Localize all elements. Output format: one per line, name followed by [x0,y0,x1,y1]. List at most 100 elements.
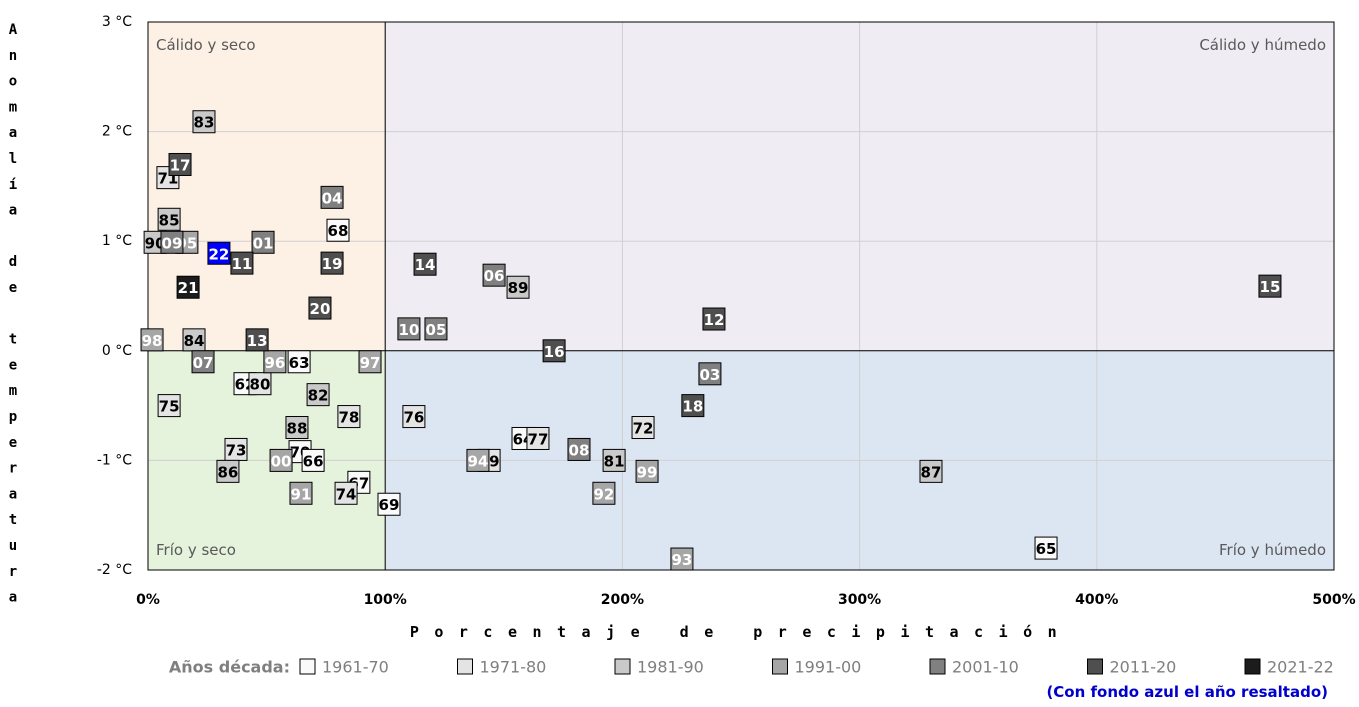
point [140,328,164,352]
y-tick-label: 1 °C [102,233,132,249]
point [251,230,275,254]
plot-frame [147,21,1335,571]
point [635,459,659,483]
point-label: 78 [338,409,359,427]
point [482,263,506,287]
legend-label: 2011-20 [1110,658,1177,677]
point [337,405,361,429]
point-label: 65 [1036,540,1057,558]
y-tick-label: 2 °C [102,124,132,140]
point-label: 22 [208,245,229,263]
point-label: 94 [468,452,489,470]
point [919,459,943,483]
quadrant-label: Cálido y húmedo [1199,36,1326,54]
point [157,207,181,231]
point [248,372,272,396]
legend-swatch [614,658,631,675]
point-label: 81 [604,452,625,470]
point-label: 96 [264,354,285,372]
point [245,328,269,352]
point-label: 99 [637,463,658,481]
x-tick-label: 400% [1075,592,1118,608]
point-label: 01 [253,234,274,252]
quadrant-label: Frío y húmedo [1219,541,1326,559]
point-label: 68 [328,222,349,240]
point-label: 89 [508,279,529,297]
point [216,459,240,483]
y-axis-label: Anomalía de temperatura [5,22,21,616]
point [168,152,192,176]
point-label: 69 [379,496,400,514]
point [320,185,344,209]
point-label: 06 [484,267,505,285]
point-label: 73 [226,441,247,459]
point-label: 20 [310,300,331,318]
legend-label: 2021-22 [1267,658,1334,677]
point [320,251,344,275]
point-label: 15 [1260,278,1281,296]
x-tick-label: 0% [136,592,160,608]
point [681,394,705,418]
point [160,230,184,254]
point [602,448,626,472]
point-label: 92 [593,485,614,503]
point [466,448,490,472]
point [506,275,530,299]
y-tick-label: 3 °C [102,14,132,30]
point-label: 66 [303,452,324,470]
point [526,426,550,450]
point-label: 05 [426,321,447,339]
point-label: 91 [291,485,312,503]
legend-swatch [457,658,473,675]
point-label: 76 [403,409,424,427]
point [306,383,330,407]
point [326,218,350,242]
point [289,481,313,505]
legend-swatch [299,658,316,675]
point-label: 03 [699,366,720,384]
point-label: 63 [289,354,310,372]
point-label: 16 [544,343,565,361]
point [230,251,254,275]
point-label: 75 [159,398,180,416]
point-label: 90 [145,234,166,252]
point [424,317,448,341]
point-label: 97 [360,354,381,372]
point-label: 93 [671,551,692,569]
legend-label: 1971-80 [480,658,547,677]
point-label: 85 [159,211,180,229]
y-tick-label: 0 °C [102,343,132,359]
point [287,350,311,374]
point [263,350,287,374]
point [542,339,566,363]
point [698,362,722,386]
point [157,394,181,418]
point [207,241,231,265]
point [192,110,216,134]
point-label: 10 [398,321,419,339]
point-label: 13 [247,332,268,350]
x-tick-label: 500% [1312,592,1355,608]
legend-swatch [772,658,788,675]
point [397,317,421,341]
legend-swatch [929,658,946,675]
point [670,547,694,571]
point-label: 12 [704,311,725,329]
point-label: 18 [682,398,703,416]
x-tick-label: 300% [838,592,881,608]
point-label: 82 [308,387,329,405]
point-label: 09 [162,234,183,252]
point-label: 83 [194,114,215,132]
point [176,275,200,299]
legend-swatch [1087,658,1103,675]
point-label: 00 [271,452,292,470]
point-label: 14 [415,256,436,274]
point [413,252,437,276]
point [334,481,358,505]
point [269,448,293,472]
point [702,307,726,331]
x-axis-label: Porcentaje de precipitación [410,623,1072,641]
point-label: 72 [633,420,654,438]
